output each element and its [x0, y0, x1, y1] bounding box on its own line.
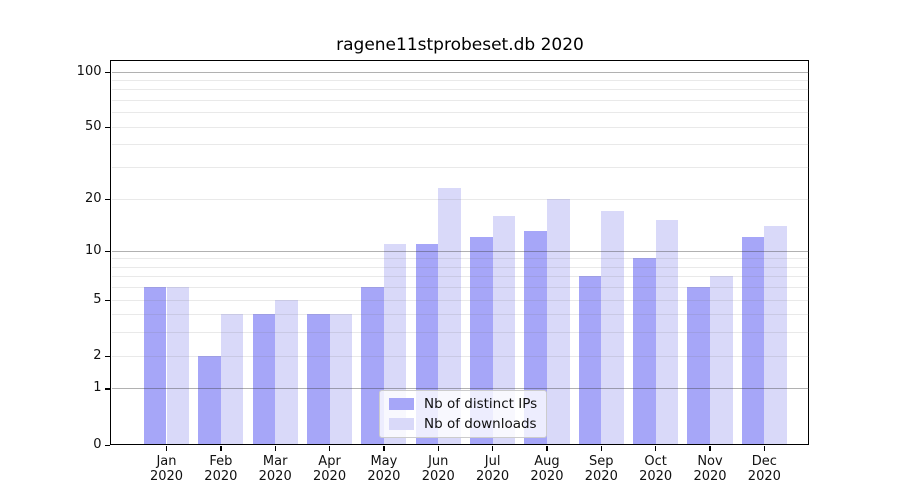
y-tick-20	[104, 198, 110, 200]
chart-title: ragene11stprobeset.db 2020	[336, 35, 584, 55]
bar-downloads-jul	[492, 215, 516, 445]
y-tick-100	[104, 71, 110, 73]
minor-gridline-4	[111, 314, 809, 316]
y-tick-1	[104, 388, 110, 390]
x-tick-may	[383, 445, 385, 451]
y-tick-0	[104, 444, 110, 446]
x-tick-sep	[600, 445, 602, 451]
bar-distinct-ips-mar	[252, 314, 276, 445]
bar-downloads-feb	[220, 314, 244, 445]
x-tick-aug	[546, 445, 548, 451]
x-tick-label-jan: Jan 2020	[149, 453, 184, 484]
legend: Nb of distinct IPs Nb of downloads	[379, 390, 547, 438]
x-tick-label-aug: Aug 2020	[530, 453, 564, 484]
y-tick-label-20: 20	[84, 190, 102, 206]
x-tick-jul	[492, 445, 494, 451]
bar-distinct-ips-jan	[143, 287, 167, 445]
y-tick-label-10: 10	[84, 242, 102, 258]
minor-gridline-80	[111, 89, 809, 91]
bar-downloads-jun	[438, 187, 461, 445]
major-gridline-100	[111, 71, 809, 73]
y-tick-50	[104, 126, 110, 129]
y-tick-label-0: 0	[93, 436, 102, 452]
bar-distinct-ips-feb	[198, 355, 221, 445]
x-tick-label-apr: Apr 2020	[313, 453, 347, 484]
bar-downloads-jan	[166, 287, 190, 445]
x-tick-feb	[220, 445, 222, 451]
x-tick-label-jun: Jun 2020	[421, 453, 455, 484]
minor-gridline-6	[111, 287, 809, 289]
legend-swatch-downloads	[389, 418, 414, 430]
bar-distinct-ips-apr	[306, 314, 330, 445]
legend-item-downloads: Nb of downloads	[389, 414, 537, 434]
bar-downloads-aug	[546, 198, 570, 445]
bar-distinct-ips-sep	[578, 276, 602, 445]
y-tick-label-5: 5	[93, 291, 102, 307]
x-tick-label-oct: Oct 2020	[639, 453, 673, 484]
minor-gridline-9	[111, 258, 809, 260]
minor-gridline-3	[111, 332, 809, 334]
x-tick-jan	[165, 445, 168, 451]
minor-gridline-90	[111, 80, 809, 82]
minor-gridline-50	[111, 126, 809, 128]
y-tick-2	[104, 355, 110, 358]
x-tick-label-sep: Sep 2020	[584, 453, 618, 484]
legend-item-distinct-ips: Nb of distinct IPs	[389, 394, 537, 414]
x-tick-dec	[763, 445, 766, 451]
bar-downloads-dec	[764, 225, 787, 445]
bar-downloads-nov	[710, 276, 733, 445]
y-tick-label-50: 50	[84, 118, 102, 134]
x-tick-apr	[328, 445, 331, 451]
bar-distinct-ips-dec	[741, 237, 765, 445]
y-tick-10	[104, 250, 110, 253]
bar-downloads-sep	[601, 210, 624, 445]
y-tick-label-100: 100	[76, 63, 102, 79]
minor-gridline-5	[111, 299, 809, 301]
x-tick-label-mar: Mar 2020	[258, 453, 292, 484]
y-tick-5	[104, 299, 110, 302]
y-tick-label-1: 1	[93, 380, 102, 396]
minor-gridline-40	[111, 144, 809, 146]
bar-downloads-mar	[275, 299, 298, 445]
minor-gridline-2	[111, 355, 809, 357]
minor-gridline-70	[111, 100, 809, 102]
minor-gridline-7	[111, 276, 809, 278]
legend-swatch-distinct-ips	[389, 398, 414, 410]
bar-distinct-ips-oct	[633, 258, 656, 445]
x-tick-label-jul: Jul 2020	[476, 453, 510, 484]
bar-distinct-ips-nov	[687, 287, 710, 445]
x-tick-oct	[655, 445, 657, 451]
x-tick-label-dec: Dec 2020	[747, 453, 781, 484]
x-tick-mar	[274, 445, 276, 451]
bar-downloads-oct	[655, 220, 679, 445]
legend-label-downloads: Nb of downloads	[424, 416, 537, 432]
y-tick-label-2: 2	[93, 347, 102, 363]
minor-gridline-20	[111, 198, 809, 200]
x-tick-label-feb: Feb 2020	[204, 453, 238, 484]
bar-downloads-apr	[329, 314, 353, 445]
minor-gridline-30	[111, 167, 809, 169]
legend-label-distinct-ips: Nb of distinct IPs	[424, 396, 538, 412]
x-tick-nov	[709, 445, 711, 451]
bar-distinct-ips-may	[361, 287, 384, 445]
minor-gridline-8	[111, 266, 809, 268]
minor-gridline-60	[111, 112, 809, 114]
x-tick-label-nov: Nov 2020	[693, 453, 727, 484]
major-gridline-1	[111, 388, 809, 390]
major-gridline-10	[111, 250, 809, 252]
x-tick-jun	[437, 445, 439, 451]
x-tick-label-may: May 2020	[367, 453, 401, 484]
